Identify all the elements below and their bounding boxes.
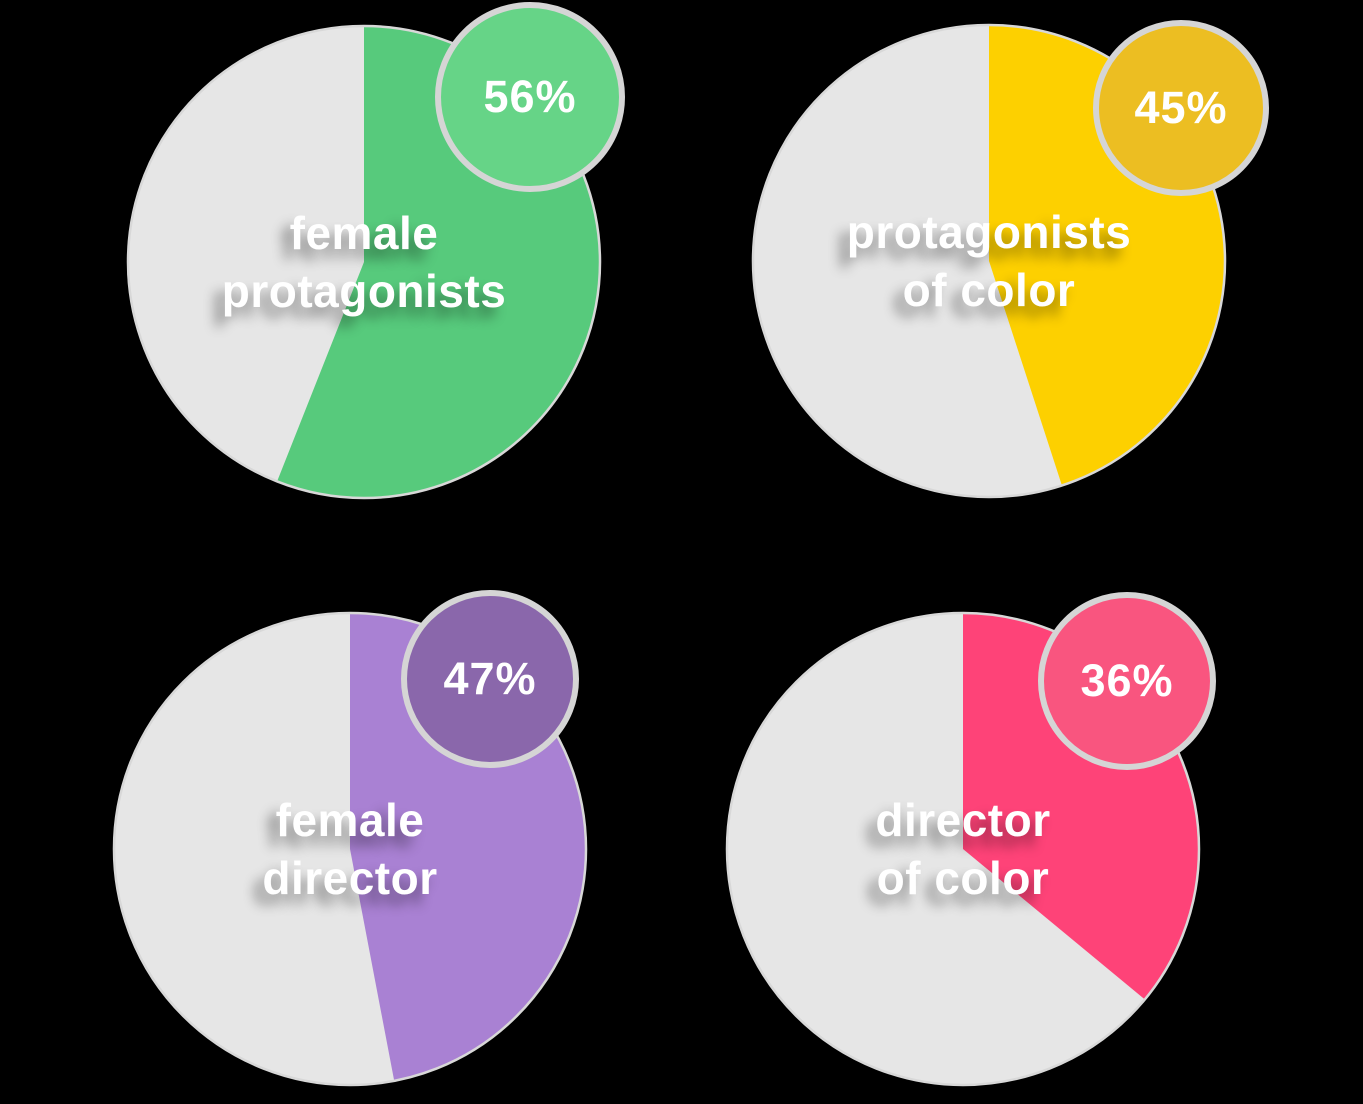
badge-protagonists-of-color: 45%	[1093, 20, 1269, 196]
pie-rim	[126, 24, 602, 500]
badge-value-female-protagonists: 56%	[483, 71, 577, 122]
badge-female-director: 47%	[401, 590, 579, 768]
pie-rim	[112, 611, 588, 1087]
badge-value-female-director: 47%	[443, 653, 537, 704]
pie-rim	[725, 611, 1201, 1087]
badge-value-director-of-color: 36%	[1080, 655, 1174, 706]
badge-value-protagonists-of-color: 45%	[1134, 82, 1228, 133]
badge-director-of-color: 36%	[1038, 592, 1216, 770]
badge-female-protagonists: 56%	[435, 2, 625, 192]
pie-rim	[751, 23, 1227, 499]
